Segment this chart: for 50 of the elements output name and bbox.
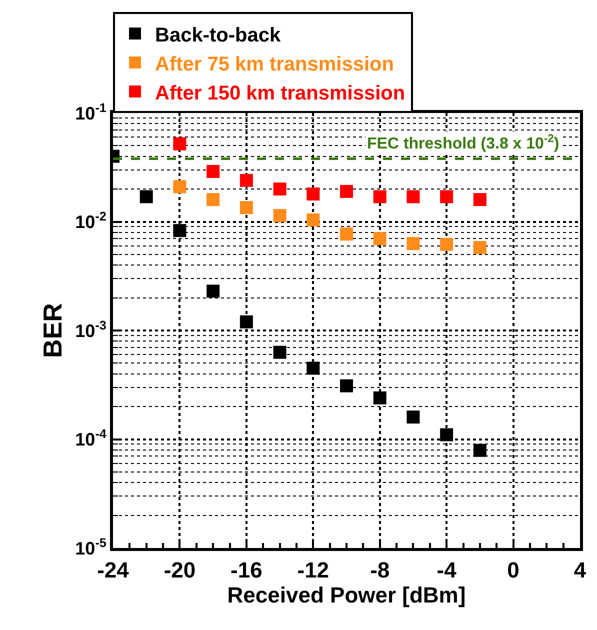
point (473, 240, 486, 254)
point (373, 391, 386, 404)
y-tick-label: 10$^{-1}$ (75, 100, 106, 124)
point (273, 209, 286, 222)
point (240, 315, 253, 328)
point (206, 193, 220, 206)
legend-label: Back-to-back (155, 24, 282, 46)
x-tick-label: -24 (97, 557, 130, 582)
x-tick-label: -12 (297, 557, 330, 582)
ref-line-label: FEC threshold (3.8 x 10$^{-2}$) (367, 133, 560, 153)
y-axis-title: BER (38, 302, 68, 358)
x-tick-label: -4 (436, 557, 458, 582)
point (206, 164, 220, 178)
legend-label: After 150 km transmission (155, 82, 406, 104)
point (273, 182, 286, 196)
point (240, 174, 253, 187)
point (340, 228, 353, 241)
point (440, 238, 454, 251)
point (406, 237, 420, 250)
point (306, 213, 320, 226)
point (340, 379, 353, 392)
y-tick-label: 10$^{-4}$ (75, 426, 106, 450)
point (173, 180, 186, 194)
point (306, 187, 320, 200)
point (373, 190, 386, 204)
point (173, 137, 186, 150)
point (306, 362, 320, 375)
point (473, 193, 486, 206)
point (340, 184, 353, 198)
point (140, 190, 153, 204)
point (373, 232, 386, 246)
x-tick-label: 4 (574, 557, 587, 582)
x-axis-title: Received Power [dBm] (227, 582, 466, 608)
point (406, 410, 420, 424)
point (240, 201, 253, 214)
point (173, 224, 186, 238)
x-tick-label: -20 (164, 557, 196, 582)
point (440, 428, 454, 442)
y-tick-label: 10$^{-2}$ (75, 209, 106, 232)
legend-label: After 75 km transmission (155, 53, 394, 76)
y-tick-label: 10$^{-3}$ (75, 318, 106, 341)
x-tick-label: -8 (370, 557, 390, 582)
x-tick-label: 0 (507, 557, 520, 582)
x-tick-label: -16 (230, 557, 262, 582)
point (273, 346, 286, 359)
y-tick-label: 10$^{-5}$ (75, 536, 106, 558)
point (440, 190, 454, 204)
point (206, 284, 220, 298)
point (473, 444, 486, 457)
point (406, 190, 420, 204)
